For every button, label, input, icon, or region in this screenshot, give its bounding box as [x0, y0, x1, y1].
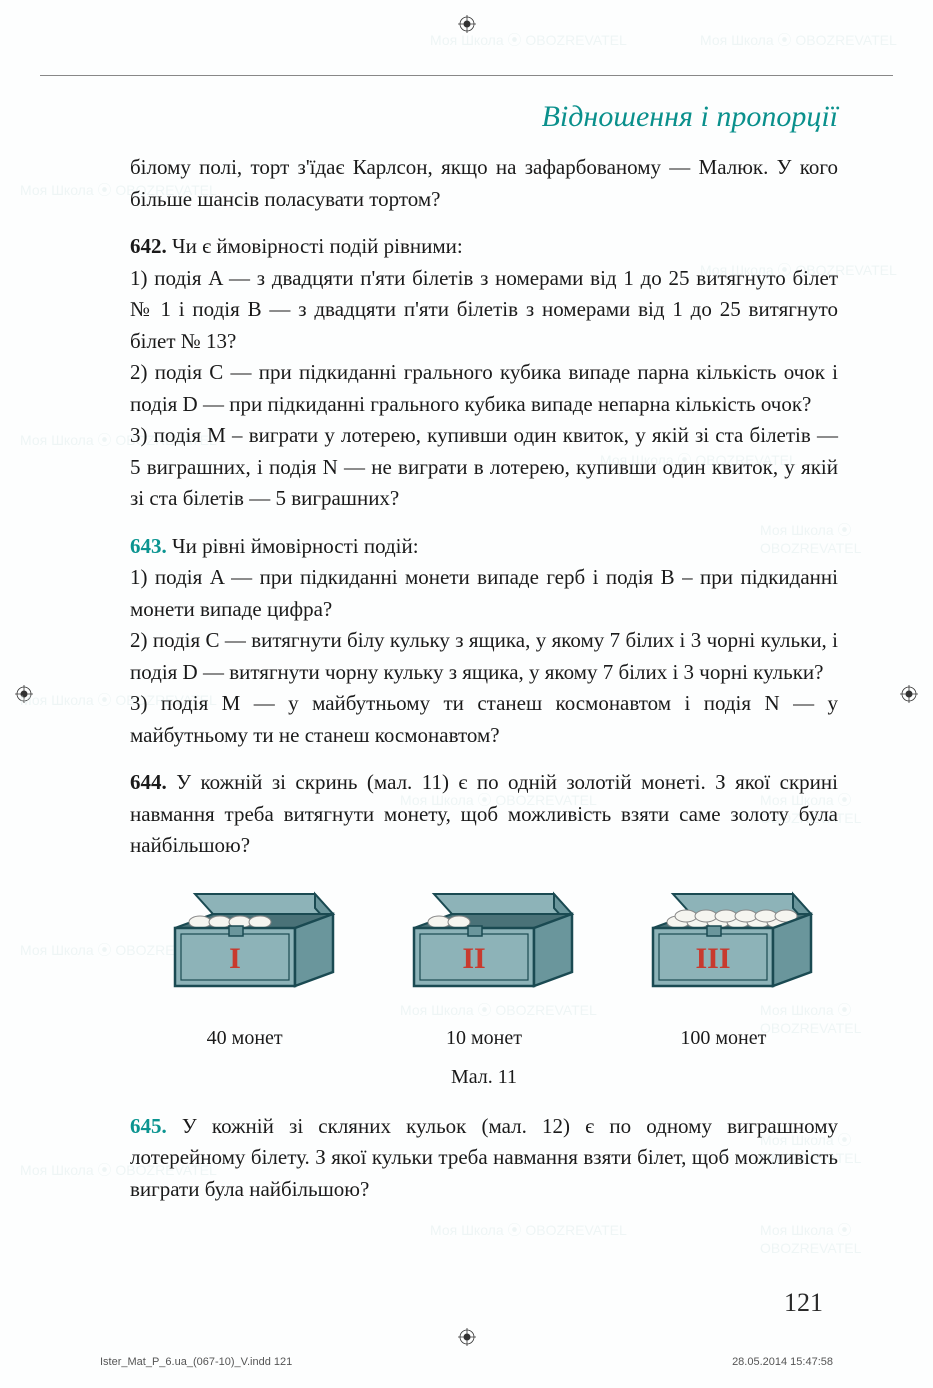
chest-1: I 40 монет [130, 886, 359, 1050]
problem-number-644: 644. [130, 770, 167, 794]
problem-645: 645. У кожній зі скляних кульок (мал. 12… [130, 1111, 838, 1206]
page-number: 121 [784, 1288, 823, 1318]
svg-text:III: III [696, 942, 731, 975]
problem-642-part-3: 3) подія M – виграти у лотерею, купивши … [130, 420, 838, 515]
footer-left: Ister_Mat_P_6.ua_(067-10)_V.indd 121 [100, 1356, 292, 1368]
page-content: Відношення і пропорції білому полі, торт… [0, 0, 933, 1281]
problem-645-text: У кожній зі скляних кульок (мал. 12) є п… [130, 1114, 838, 1201]
print-footer: Ister_Mat_P_6.ua_(067-10)_V.indd 121 28.… [0, 1356, 933, 1368]
problem-644-text: У кожній зі скринь (мал. 11) є по одній … [130, 770, 838, 857]
chest-1-svg: I [145, 886, 345, 1006]
chest-3-label: 100 монет [609, 1027, 838, 1050]
registration-mark-bottom [458, 1328, 476, 1346]
problem-643-part-1: 1) подія A — при підкиданні монети випад… [130, 562, 838, 625]
problem-642-lead: Чи є ймовірності подій рівними: [172, 234, 463, 258]
chest-2-label: 10 монет [369, 1027, 598, 1050]
intro-paragraph: білому полі, торт з'їдає Карлсон, якщо н… [130, 152, 838, 215]
problem-number-642: 642. [130, 234, 167, 258]
svg-text:I: I [229, 942, 241, 975]
problem-642-part-2: 2) подія C — при підкиданні грального ку… [130, 357, 838, 420]
footer-right: 28.05.2014 15:47:58 [732, 1356, 833, 1368]
svg-text:II: II [462, 942, 485, 975]
problem-642: 642. Чи є ймовірності подій рівними: 1) … [130, 231, 838, 515]
chapter-title: Відношення і пропорції [130, 100, 838, 134]
problem-number-645: 645. [130, 1114, 167, 1138]
figure-11-caption: Мал. 11 [130, 1066, 838, 1089]
problem-643-lead: Чи рівні ймовірності подій: [172, 534, 419, 558]
problem-number-643: 643. [130, 534, 167, 558]
chest-2-svg: II [384, 886, 584, 1006]
problem-642-part-1: 1) подія A — з двадцяти п'яти білетів з … [130, 263, 838, 358]
chest-3: III 100 монет [609, 886, 838, 1050]
chest-3-svg: III [623, 886, 823, 1006]
chest-1-label: 40 монет [130, 1027, 359, 1050]
figure-11: I 40 монет II 10 монет III 100 монет [130, 886, 838, 1050]
problem-644: 644. У кожній зі скринь (мал. 11) є по о… [130, 767, 838, 862]
problem-643-part-2: 2) подія C — витягнути білу кульку з ящи… [130, 625, 838, 688]
problem-643: 643. Чи рівні ймовірності подій: 1) поді… [130, 531, 838, 752]
chest-2: II 10 монет [369, 886, 598, 1050]
problem-643-part-3: 3) подія M — у майбутньому ти станеш кос… [130, 688, 838, 751]
